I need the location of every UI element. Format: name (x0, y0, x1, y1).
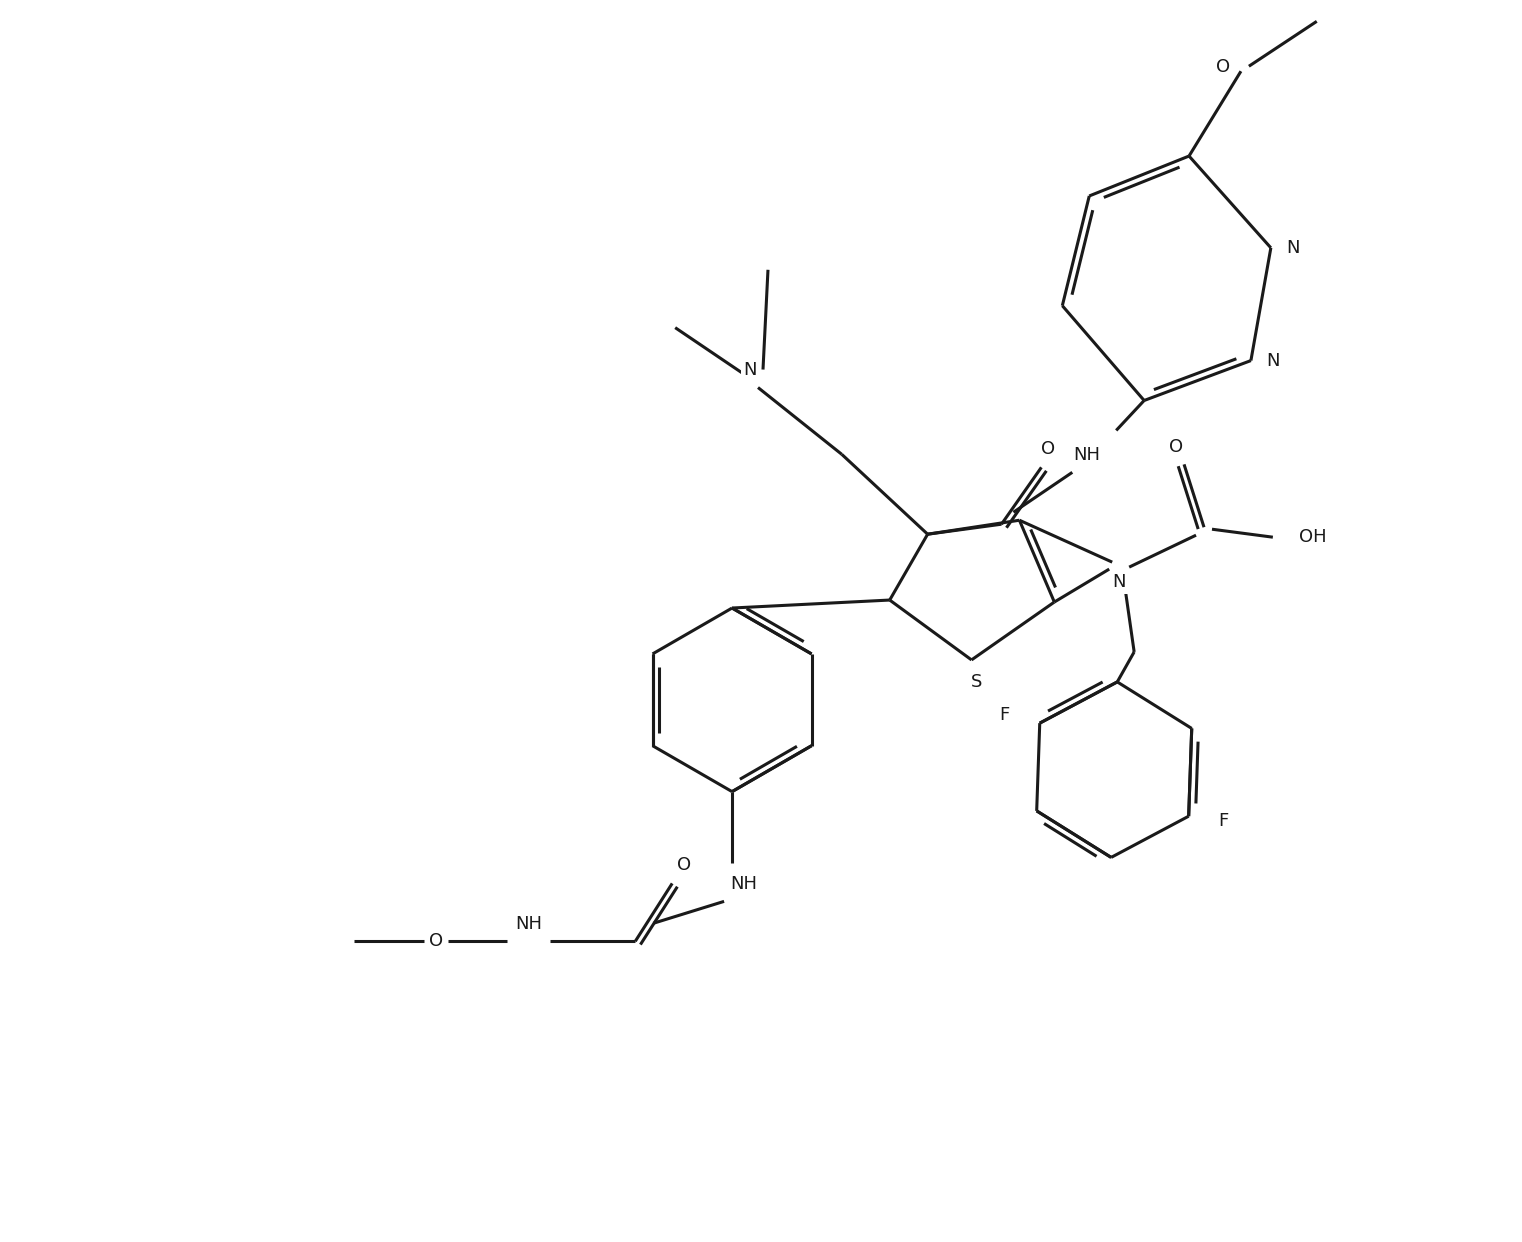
Text: F: F (1219, 812, 1228, 830)
Text: OH: OH (1298, 528, 1326, 546)
Text: NH: NH (514, 915, 542, 933)
Text: NH: NH (1073, 446, 1100, 465)
Text: N: N (1113, 573, 1126, 591)
Text: O: O (1041, 441, 1055, 458)
Text: N: N (743, 360, 756, 379)
Text: O: O (429, 933, 443, 950)
Text: O: O (677, 857, 691, 874)
Text: N: N (1266, 351, 1280, 370)
Text: F: F (1000, 707, 1011, 724)
Text: O: O (1216, 58, 1230, 76)
Text: NH: NH (731, 876, 758, 893)
Text: O: O (1169, 438, 1183, 456)
Text: S: S (971, 673, 982, 691)
Text: N: N (1286, 238, 1300, 257)
